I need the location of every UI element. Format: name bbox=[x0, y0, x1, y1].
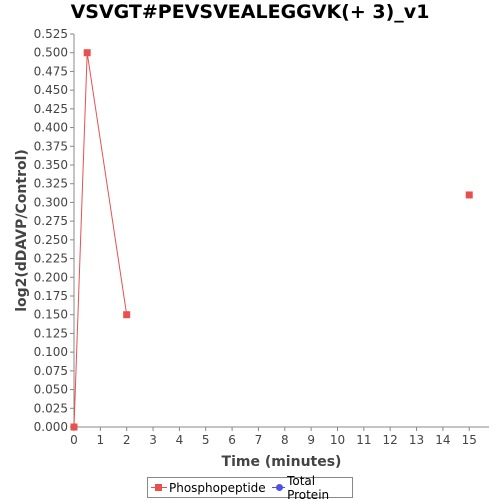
y-axis-title: log2(dDAVP/Control) bbox=[14, 149, 30, 312]
y-tick-label: 0.425 bbox=[34, 102, 68, 116]
y-tick-label: 0.225 bbox=[34, 252, 68, 266]
y-tick-label: 0.075 bbox=[34, 364, 68, 378]
x-tick-label: 2 bbox=[123, 433, 131, 447]
series-line bbox=[73, 52, 128, 428]
legend-swatch-phosphopeptide bbox=[151, 483, 167, 492]
y-tick-label: 0.025 bbox=[34, 401, 68, 415]
x-tick-label: 4 bbox=[176, 433, 184, 447]
chart-title: VSVGT#PEVSVEALEGGVK(+ 3)_v1 bbox=[70, 1, 430, 23]
x-tick-label: 12 bbox=[383, 433, 398, 447]
y-tick-label: 0.475 bbox=[34, 64, 68, 78]
x-tick-label: 6 bbox=[228, 433, 236, 447]
legend-label-total-protein: Total Protein bbox=[287, 473, 330, 502]
legend: Phosphopeptide Total Protein bbox=[147, 474, 353, 502]
x-tick-label: 0 bbox=[70, 433, 78, 447]
y-tick-label: 0.300 bbox=[34, 195, 68, 209]
x-axis-title: Time (minutes) bbox=[222, 454, 342, 470]
data-point bbox=[70, 423, 78, 431]
data-point bbox=[465, 191, 473, 199]
y-tick-label: 0.325 bbox=[34, 177, 68, 191]
x-tick-label: 7 bbox=[255, 433, 263, 447]
y-tick-label: 0.500 bbox=[34, 46, 68, 60]
y-tick-label: 0.350 bbox=[34, 158, 68, 172]
x-tick-label: 11 bbox=[356, 433, 371, 447]
x-tick-label: 8 bbox=[281, 433, 289, 447]
legend-swatch-total-protein bbox=[271, 483, 286, 492]
y-tick-label: 0.175 bbox=[34, 289, 68, 303]
x-tick-label: 3 bbox=[149, 433, 157, 447]
y-tick-label: 0.450 bbox=[34, 83, 68, 97]
y-tick-label: 0.125 bbox=[34, 326, 68, 340]
x-tick-label: 15 bbox=[462, 433, 477, 447]
y-tick-label: 0.050 bbox=[34, 383, 68, 397]
x-tick-label: 14 bbox=[435, 433, 450, 447]
y-tick-label: 0.375 bbox=[34, 139, 68, 153]
x-tick-label: 10 bbox=[330, 433, 345, 447]
legend-label-phosphopeptide: Phosphopeptide bbox=[169, 480, 266, 495]
y-tick-label: 0.250 bbox=[34, 233, 68, 247]
legend-item-total-protein: Total Protein bbox=[271, 473, 349, 502]
y-tick-label: 0.525 bbox=[34, 27, 68, 41]
y-tick-label: 0.400 bbox=[34, 121, 68, 135]
y-tick-label: 0.000 bbox=[34, 420, 68, 434]
y-tick-label: 0.275 bbox=[34, 214, 68, 228]
x-tick-label: 9 bbox=[307, 433, 315, 447]
y-tick-label: 0.150 bbox=[34, 308, 68, 322]
data-point bbox=[123, 311, 131, 319]
y-tick-label: 0.100 bbox=[34, 345, 68, 359]
x-tick-label: 13 bbox=[409, 433, 424, 447]
x-tick-label: 1 bbox=[97, 433, 105, 447]
data-point bbox=[83, 49, 91, 57]
y-tick-label: 0.200 bbox=[34, 270, 68, 284]
x-tick-label: 5 bbox=[202, 433, 210, 447]
legend-item-phosphopeptide: Phosphopeptide bbox=[151, 481, 266, 495]
